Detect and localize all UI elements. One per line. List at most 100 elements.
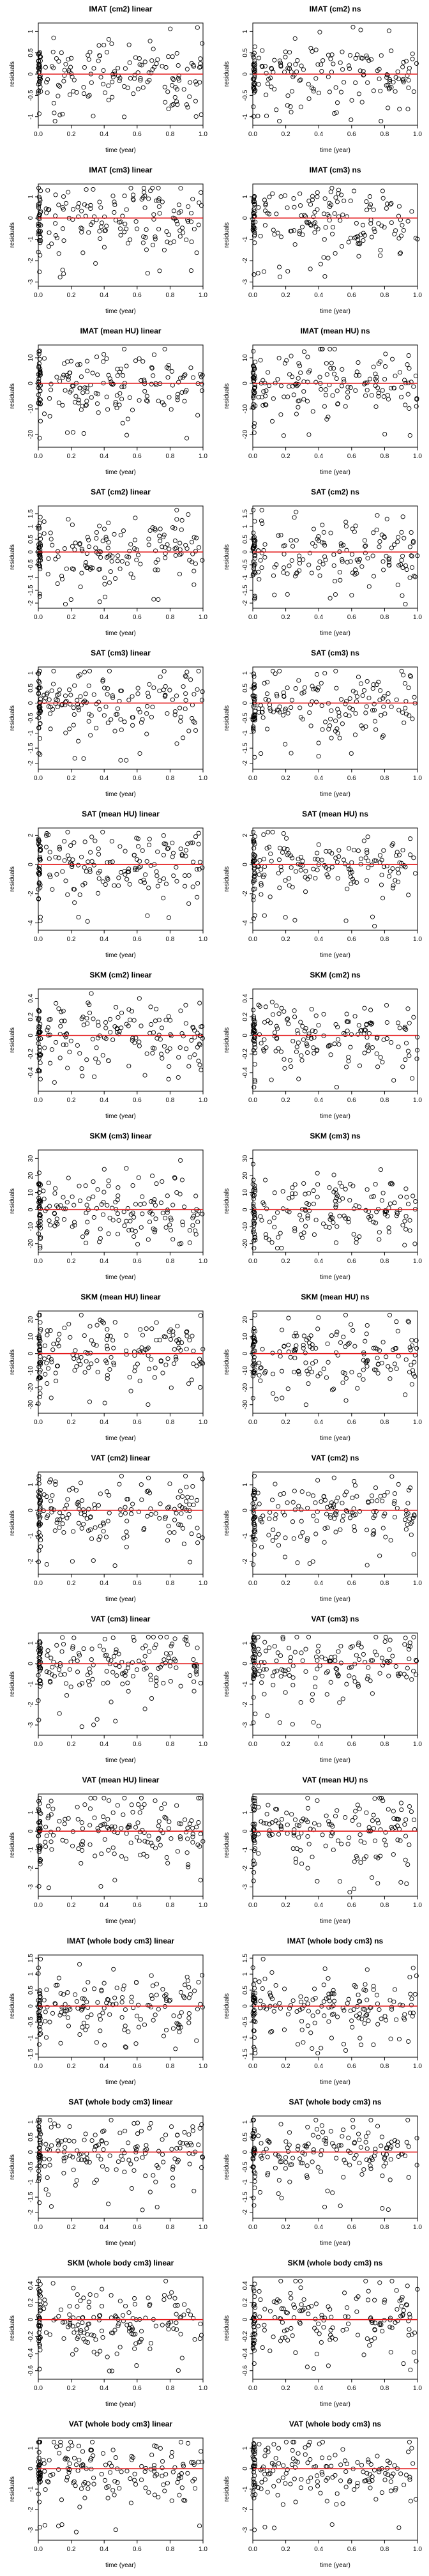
residual-point [400, 514, 405, 519]
residual-point [252, 716, 257, 721]
residual-point [251, 210, 256, 215]
residual-point [367, 194, 373, 199]
residual-point [365, 1676, 370, 1682]
x-axis-label: time (year) [320, 952, 350, 959]
residual-point [37, 1847, 42, 1852]
residual-point [346, 1220, 351, 1225]
x-tick-label: 0.6 [347, 1258, 356, 1265]
x-axis-label: time (year) [105, 1113, 136, 1120]
residual-point [36, 1195, 41, 1200]
residual-point [174, 741, 179, 746]
residual-point [376, 361, 381, 366]
residual-point [364, 878, 370, 883]
residual-point [117, 566, 123, 571]
residual-point [53, 855, 58, 860]
residual-point [359, 723, 364, 728]
residual-point [322, 237, 327, 242]
residual-point [308, 223, 313, 228]
y-tick-label: 0 [27, 1662, 34, 1666]
residual-point [152, 1197, 157, 1202]
residual-points [250, 346, 419, 438]
residual-point [357, 372, 362, 378]
residual-point [321, 255, 326, 260]
residual-point [55, 1517, 60, 1522]
residual-point [252, 233, 257, 238]
residual-point [103, 1020, 109, 1025]
residual-point [36, 1231, 41, 1236]
residual-point [76, 673, 81, 678]
residual-point [178, 1836, 183, 1841]
residual-point [168, 1018, 173, 1023]
residual-point [405, 1862, 410, 1867]
y-tick-label: -0.4 [27, 1067, 34, 1078]
residual-point [324, 1375, 329, 1380]
residual-point [169, 103, 174, 108]
residual-point [195, 880, 200, 886]
residual-scatter-panel: VAT (mean HU) linear 0.0 0.2 0.4 0.6 0.8 1.0 -3… [0, 1771, 214, 1932]
x-tick-label: 0.2 [67, 131, 76, 138]
residual-point [87, 1842, 93, 1847]
x-tick-label: 0.0 [248, 1902, 257, 1909]
residual-point [252, 1338, 257, 1343]
residual-point [153, 1365, 158, 1370]
residual-point [338, 1181, 343, 1186]
residual-point [157, 211, 162, 216]
residual-point [251, 1695, 256, 1700]
residual-point [47, 1204, 52, 1209]
residual-point [141, 1660, 146, 1666]
residual-point [347, 1340, 352, 1346]
residual-point [163, 65, 169, 70]
x-tick-label: 1.0 [413, 1580, 422, 1587]
residual-point [37, 1501, 42, 1506]
residual-point [257, 1501, 262, 1506]
residual-point [87, 93, 92, 98]
residual-scatter-svg: IMAT (cm2) ns0.0 0.2 0.4 0.6 0.8 1.0-1-0.500.… [223, 4, 422, 154]
residual-point [104, 1652, 109, 1657]
residual-point [102, 1400, 107, 1406]
residual-point [395, 1506, 400, 1511]
residual-point [343, 519, 349, 525]
residual-point [36, 1041, 41, 1046]
residual-point [78, 1480, 84, 1485]
residual-point [70, 1485, 75, 1491]
residual-point [365, 1035, 370, 1040]
residual-point [354, 1653, 359, 1658]
residual-point [335, 100, 340, 105]
residual-point [167, 1530, 172, 1535]
residual-point [268, 851, 273, 856]
residual-point [250, 77, 255, 82]
residual-point [287, 1057, 293, 1063]
residual-point [392, 1200, 397, 1206]
residual-point [44, 831, 49, 836]
residual-point [414, 396, 419, 401]
residual-point [314, 671, 320, 677]
residual-point [106, 83, 111, 88]
residual-point [198, 65, 203, 70]
residual-point [107, 1510, 112, 1515]
residual-point [293, 1857, 298, 1862]
residual-point [80, 1826, 85, 1831]
y-tick-label: 1 [242, 1811, 249, 1814]
residual-point [374, 1051, 379, 1056]
residual-point [192, 1052, 197, 1057]
x-tick-label: 0.6 [133, 453, 142, 460]
residual-point [110, 693, 115, 698]
residual-point [365, 1044, 370, 1049]
residual-point [359, 564, 365, 569]
residual-point [92, 214, 97, 219]
residual-point [276, 355, 282, 361]
residual-point [311, 1514, 316, 1519]
residual-point [365, 388, 370, 393]
residual-point [52, 1191, 57, 1196]
residual-point [347, 696, 352, 701]
x-tick-label: 0.4 [314, 453, 323, 460]
residual-point [388, 1367, 393, 1372]
residual-point [331, 1847, 336, 1852]
residual-point [138, 78, 143, 83]
residual-points [36, 1312, 206, 1407]
residual-point [256, 1646, 261, 1652]
residual-point [102, 686, 107, 691]
residual-point [306, 1491, 311, 1496]
residual-point [45, 1027, 50, 1032]
residual-point [63, 201, 69, 206]
